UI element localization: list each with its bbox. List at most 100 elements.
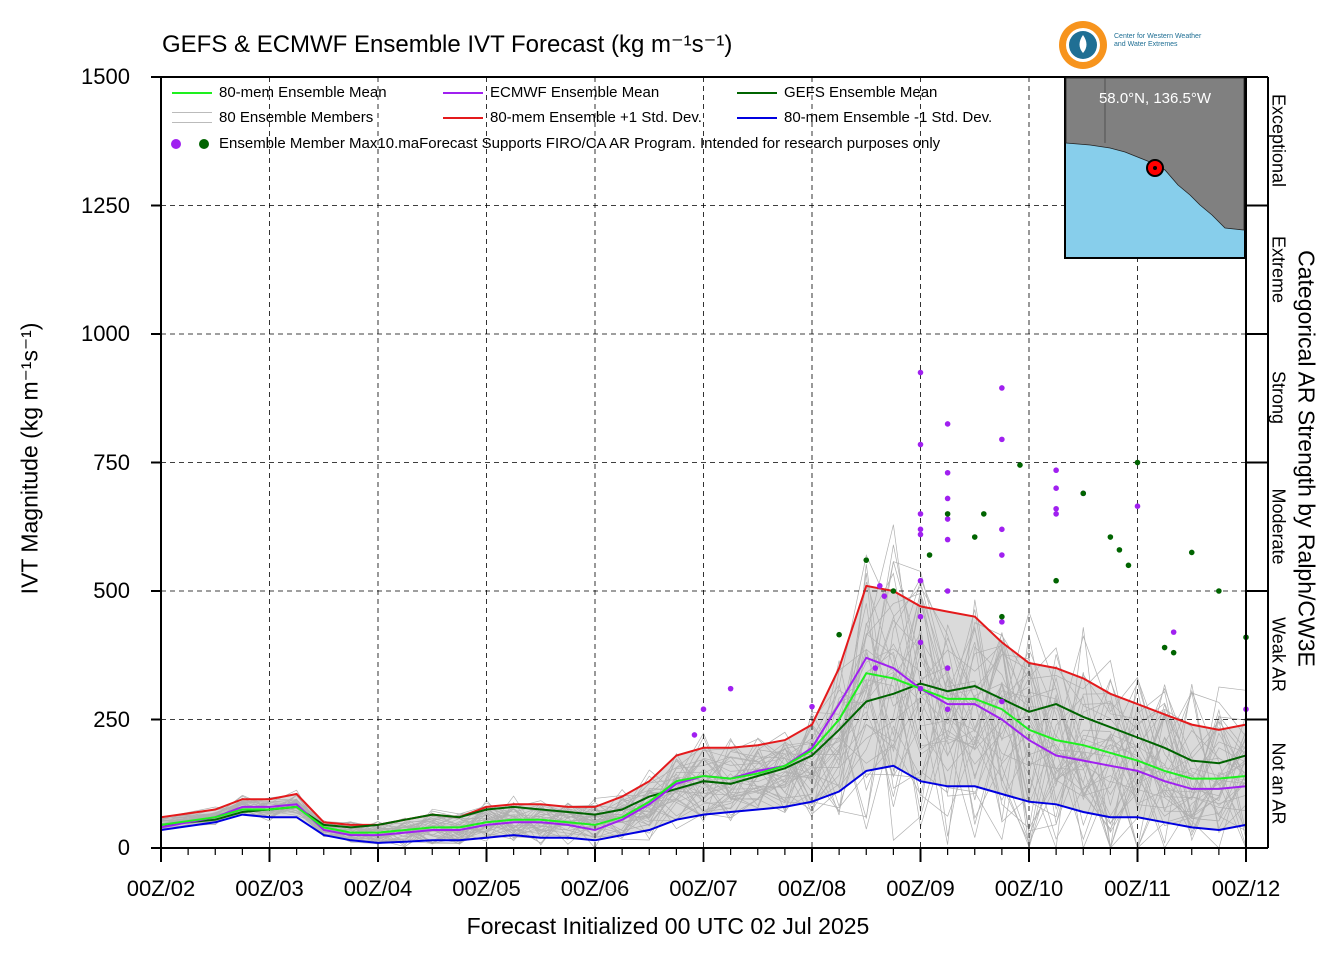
max-point-gefs (944, 511, 951, 517)
legend-swatch (172, 112, 212, 123)
legend-dots-label: Ensemble Member Max10.maForecast Support… (219, 135, 941, 152)
max-point-ecmwf (917, 531, 924, 538)
legend-swatch (443, 92, 483, 94)
max-point-ecmwf (691, 732, 698, 738)
max-point-gefs (926, 552, 933, 558)
ensemble-member-line (161, 648, 1246, 848)
x-tick-label: 00Z/07 (669, 876, 738, 901)
chart-title: GEFS & ECMWF Ensemble IVT Forecast (kg m… (162, 31, 733, 58)
max-point-ecmwf (1134, 503, 1141, 509)
max-point-ecmwf (917, 613, 924, 620)
max-point-ecmwf (999, 552, 1005, 558)
x-tick-label: 00Z/08 (777, 876, 847, 901)
max-point-gefs (1161, 644, 1168, 651)
max-point-gefs (1080, 490, 1087, 497)
max-point-gefs (836, 631, 842, 638)
max-point-gefs (1188, 549, 1195, 556)
grid-layer (161, 77, 1246, 848)
x-axis-title: Forecast Initialized 00 UTC 02 Jul 2025 (466, 913, 870, 939)
max-point-gefs (980, 511, 987, 517)
legend-swatch (737, 117, 777, 119)
max-point-ecmwf (944, 706, 951, 713)
max-point-ecmwf (917, 511, 924, 517)
ensemble-member-line (161, 572, 1246, 845)
series-line-0 (161, 672, 1246, 834)
location-marker-center (1153, 166, 1157, 170)
legend-swatch (737, 92, 777, 94)
y-tick-label: 500 (93, 578, 130, 603)
category-label: Not an AR (1268, 742, 1289, 825)
series-line-3 (161, 584, 1246, 826)
legend-swatch (443, 117, 483, 119)
max-point-ecmwf (917, 685, 924, 692)
y-tick-label: 0 (117, 835, 130, 860)
y-tick-label: 750 (93, 449, 130, 475)
category-axis-title: Categorical AR Strength by Ralph/CW3E (1293, 250, 1320, 667)
max-point-ecmwf (917, 526, 924, 533)
x-tick-label: 00Z/03 (235, 876, 304, 901)
legend-item: 80-mem Ensemble +1 Std. Dev. (490, 109, 702, 126)
max-point-ecmwf (944, 495, 951, 502)
max-point-gefs (1125, 562, 1132, 569)
legend-dot-ecmwf (171, 139, 181, 149)
max-point-gefs (1170, 649, 1177, 656)
legend-dot-gefs (199, 139, 209, 149)
max-point-gefs (971, 534, 978, 540)
max-point-ecmwf (809, 703, 815, 710)
x-tick-label: 00Z/04 (343, 876, 413, 901)
logo-text: Center for Western Weather and Water Ext… (1114, 33, 1201, 49)
max-point-ecmwf (1053, 467, 1059, 474)
max-point-ecmwf (944, 516, 951, 522)
max-point-ecmwf (917, 441, 924, 448)
series-line-2 (161, 682, 1246, 829)
x-tick-label: 00Z/09 (886, 876, 955, 901)
max-point-gefs (1017, 462, 1023, 468)
cw3e-logo-icon (1059, 21, 1107, 69)
logo-text-line1: Center for Western Weather (1114, 33, 1202, 40)
max-point-ecmwf (944, 469, 951, 476)
x-tick-label: 00Z/12 (1211, 876, 1281, 901)
legend-item: 80-mem Ensemble -1 Std. Dev. (784, 109, 993, 126)
max-points-layer (691, 369, 1249, 738)
max-point-gefs (1107, 534, 1114, 540)
legend-item: ECMWF Ensemble Mean (490, 84, 660, 101)
max-point-ecmwf (1053, 485, 1059, 492)
max-point-ecmwf (1053, 511, 1059, 517)
ensemble-member-line (161, 564, 1246, 847)
inset-location-label: 58.0°N, 136.5°W (1098, 90, 1212, 107)
legend-swatch (172, 92, 212, 94)
series-line-4 (161, 764, 1246, 844)
max-point-ecmwf (1170, 629, 1177, 635)
max-point-ecmwf (999, 619, 1005, 625)
max-point-ecmwf (944, 665, 951, 671)
max-point-ecmwf (917, 369, 924, 376)
max-point-ecmwf (881, 593, 888, 599)
y-tick-label: 1250 (81, 192, 130, 218)
max-point-ecmwf (944, 421, 951, 427)
ensemble-member-line (161, 678, 1246, 845)
x-tick-label: 00Z/05 (452, 876, 521, 901)
y-tick-label: 1000 (81, 321, 130, 346)
ensemble-members-layer (161, 524, 1246, 848)
max-point-gefs (999, 613, 1005, 620)
max-point-ecmwf (872, 665, 879, 671)
inset-land (1065, 77, 1245, 231)
max-point-ecmwf (999, 698, 1005, 705)
max-point-gefs (1053, 577, 1059, 584)
max-point-gefs (863, 557, 870, 563)
max-point-gefs (1134, 459, 1141, 466)
y-tick-label: 1500 (81, 64, 130, 89)
x-tick-label: 00Z/02 (126, 876, 196, 901)
max-point-ecmwf (917, 577, 924, 584)
max-point-ecmwf (917, 639, 924, 646)
max-point-ecmwf (700, 706, 707, 713)
legend-item: 80 Ensemble Members (219, 109, 374, 126)
max-point-ecmwf (999, 526, 1005, 533)
max-point-gefs (1116, 547, 1123, 553)
ensemble-member-line (161, 683, 1246, 847)
axes-layer (151, 76, 1269, 862)
max-point-ecmwf (944, 536, 951, 543)
series-layer (161, 584, 1246, 844)
ensemble-member-line (161, 632, 1246, 842)
